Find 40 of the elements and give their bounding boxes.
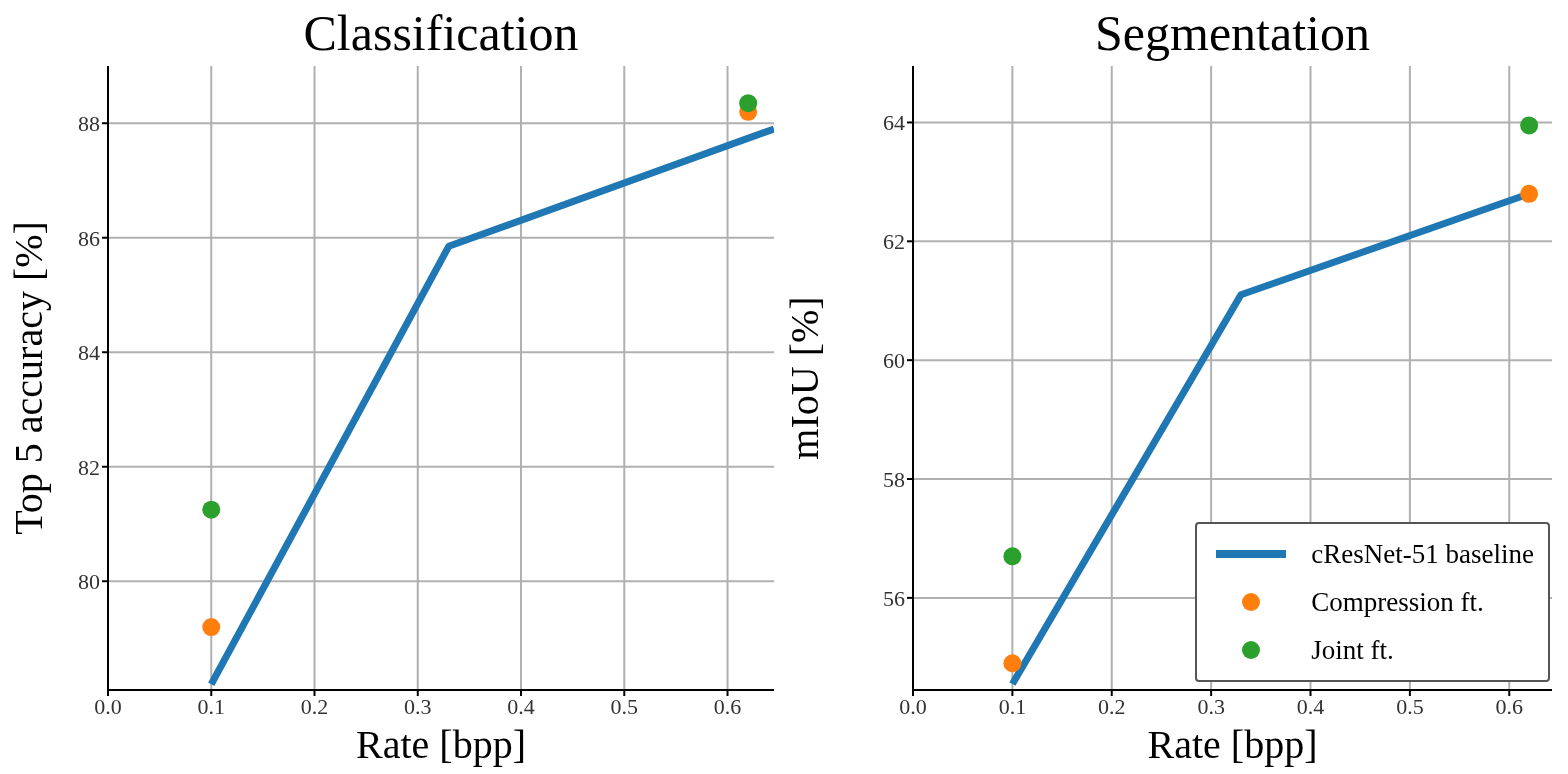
x-axis-title: Rate [bpp] bbox=[356, 722, 526, 767]
point bbox=[1520, 116, 1539, 135]
y-tick-label: 60 bbox=[883, 347, 905, 373]
y-tick-label: 86 bbox=[78, 225, 100, 251]
x-tick-label: 0.1 bbox=[197, 693, 226, 719]
y-tick-label: 56 bbox=[883, 585, 905, 611]
point bbox=[202, 618, 221, 637]
chart-title: Classification bbox=[302, 4, 580, 62]
chart-title: Segmentation bbox=[1094, 4, 1371, 62]
x-tick-label: 0.0 bbox=[94, 693, 122, 719]
x-tick-label: 0.6 bbox=[1495, 693, 1524, 719]
point bbox=[1003, 547, 1022, 566]
point bbox=[739, 94, 758, 113]
x-axis-title: Rate [bpp] bbox=[1147, 722, 1318, 767]
point bbox=[1520, 184, 1539, 203]
x-tick-label: 0.0 bbox=[899, 693, 927, 719]
x-tick-label: 0.5 bbox=[1396, 693, 1424, 719]
x-tick-label: 0.3 bbox=[404, 693, 432, 719]
y-tick-label: 62 bbox=[883, 229, 905, 255]
y-tick-label: 64 bbox=[883, 110, 905, 136]
y-tick-label: 88 bbox=[78, 111, 100, 137]
y-tick-label: 80 bbox=[78, 569, 100, 595]
y-axis-title: Top 5 accuracy [%] bbox=[6, 221, 51, 535]
x-tick-label: 0.2 bbox=[300, 693, 329, 719]
y-tick-label: 58 bbox=[883, 466, 905, 492]
point bbox=[202, 500, 221, 519]
legend-label: cResNet-51 baseline bbox=[1311, 538, 1534, 570]
legend-label: Joint ft. bbox=[1311, 634, 1394, 666]
x-tick-label: 0.2 bbox=[1098, 693, 1126, 719]
x-tick-label: 0.4 bbox=[1296, 693, 1325, 719]
x-tick-label: 0.4 bbox=[507, 693, 535, 719]
x-tick-label: 0.1 bbox=[998, 693, 1027, 719]
y-tick-label: 84 bbox=[78, 340, 100, 366]
x-tick-label: 0.6 bbox=[713, 693, 742, 719]
point bbox=[1003, 654, 1022, 673]
x-tick-label: 0.3 bbox=[1197, 693, 1225, 719]
legend-label: Compression ft. bbox=[1311, 586, 1484, 618]
y-tick-label: 82 bbox=[78, 454, 100, 480]
y-axis-title: mIoU [%] bbox=[782, 296, 827, 460]
x-tick-label: 0.5 bbox=[610, 693, 639, 719]
